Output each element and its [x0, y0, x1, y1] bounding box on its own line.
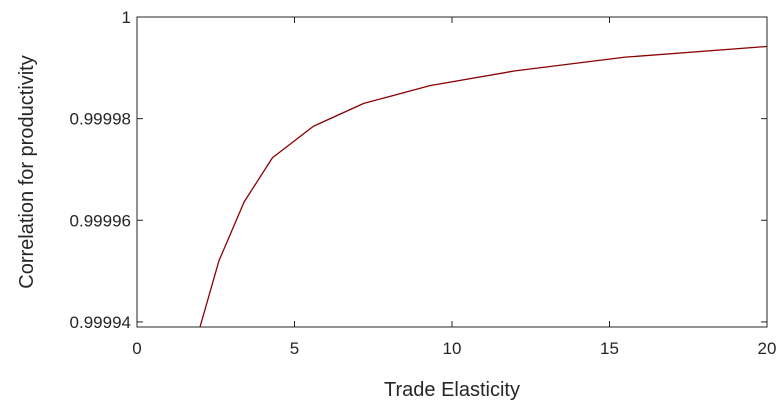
x-tick-label: 5: [290, 339, 299, 358]
x-tick-label: 15: [600, 339, 619, 358]
x-axis: 0 5 10 15 20: [132, 17, 776, 358]
series-layer: [199, 45, 767, 327]
series-line: [199, 45, 767, 327]
y-axis: 0.99994 0.99996 0.99998 1: [70, 8, 767, 332]
y-tick-label: 0.99994: [70, 313, 131, 332]
plot-area: [137, 17, 767, 327]
y-tick-label: 0.99996: [70, 211, 131, 230]
x-axis-label: Trade Elasticity: [384, 379, 520, 401]
x-tick-label: 10: [443, 339, 462, 358]
y-tick-label: 1: [122, 8, 131, 27]
x-tick-label: 20: [758, 339, 777, 358]
y-tick-label: 0.99998: [70, 110, 131, 129]
x-tick-label: 0: [132, 339, 141, 358]
y-axis-label: Correlation for productivity: [16, 55, 38, 288]
